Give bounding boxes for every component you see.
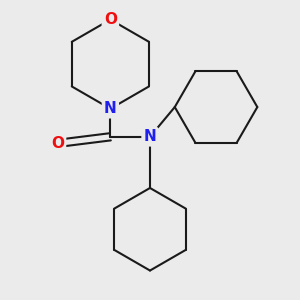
Text: N: N <box>144 129 156 144</box>
Text: N: N <box>104 101 117 116</box>
Text: O: O <box>104 12 117 27</box>
Text: O: O <box>51 136 64 151</box>
